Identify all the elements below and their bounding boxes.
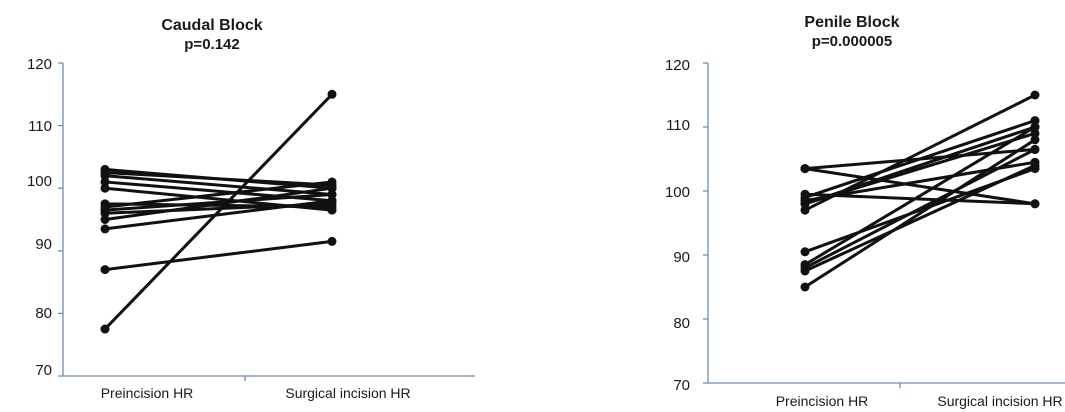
series-line (803, 167, 1037, 254)
data-point (100, 215, 110, 224)
data-point (100, 199, 110, 209)
data-point (100, 177, 110, 187)
y-tick-label: 120 (27, 56, 52, 73)
series-line (803, 138, 1037, 289)
y-tick-label: 110 (28, 118, 52, 135)
x-category-label: Surgical incision HR (285, 385, 410, 401)
y-tick-label: 80 (673, 315, 690, 332)
data-point (1030, 90, 1040, 100)
data-point (800, 282, 810, 292)
data-point (1030, 128, 1040, 138)
data-point (800, 205, 810, 215)
series-line (803, 167, 1037, 206)
series-line (103, 239, 334, 272)
chart-title: Caudal Block (161, 17, 262, 34)
data-point (100, 164, 110, 174)
data-point (1030, 144, 1040, 154)
data-point (800, 199, 810, 209)
data-point (100, 224, 110, 234)
x-category-label: Preincision HR (101, 385, 194, 401)
data-point (1030, 135, 1040, 145)
data-point (327, 183, 337, 193)
series-line (803, 192, 1037, 206)
data-point (100, 183, 110, 193)
y-tick-label: 90 (35, 236, 52, 253)
chart-title: Penile Block (804, 14, 899, 31)
data-point (800, 247, 810, 257)
data-point (800, 189, 810, 199)
data-point (100, 265, 110, 275)
data-point (327, 196, 337, 206)
y-tick-label: 120 (665, 57, 690, 74)
y-tick-label: 70 (35, 362, 52, 379)
series-line (103, 186, 334, 221)
series-line (103, 92, 334, 331)
data-point (327, 236, 337, 246)
data-point (1030, 157, 1040, 167)
y-tick-label: 100 (665, 184, 690, 201)
series-line (103, 174, 334, 196)
chart-subtitle: p=0.000005 (812, 33, 893, 50)
data-point (1030, 116, 1040, 126)
series-line (103, 167, 334, 190)
series-line (803, 125, 1037, 206)
data-point (100, 324, 110, 334)
y-tick-label: 100 (27, 173, 52, 190)
x-category-label: Preincision HR (776, 393, 869, 409)
y-tick-label: 80 (35, 305, 52, 322)
data-point (1030, 122, 1040, 132)
series-line (103, 180, 334, 203)
data-point (1030, 199, 1040, 209)
series-line (803, 160, 1037, 203)
data-point (1030, 164, 1040, 174)
data-point (327, 205, 337, 215)
data-point (327, 89, 337, 99)
series-line (103, 186, 334, 212)
y-tick-label: 90 (673, 249, 690, 266)
data-point (800, 260, 810, 270)
x-category-label: Surgical incision HR (937, 393, 1062, 409)
y-tick-label: 70 (673, 377, 690, 394)
series-line (803, 147, 1037, 171)
series-line (803, 125, 1037, 267)
data-point (800, 164, 810, 174)
chart-subtitle: p=0.142 (184, 36, 239, 53)
data-point (327, 189, 337, 199)
y-tick-label: 110 (666, 117, 690, 134)
